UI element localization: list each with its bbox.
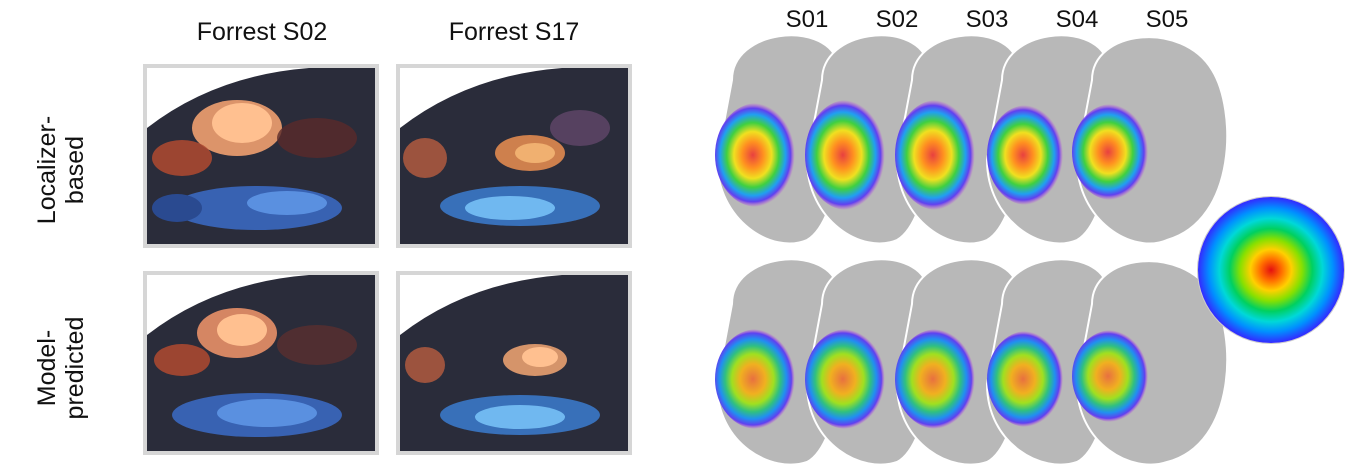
surface-panel-s17-model <box>396 271 632 455</box>
brain-s05-bottom <box>1072 260 1229 466</box>
subject-label-s04: S04 <box>1055 6 1099 33</box>
brain-s02-top <box>805 34 935 245</box>
column-label-forrest-s02: Forrest S02 <box>196 18 328 46</box>
row-label-line: Localizer- <box>33 115 61 225</box>
surface-panel-s02-model <box>143 271 379 455</box>
brain-s05-top <box>1072 36 1229 245</box>
row-label-localizer-based: Localizer- based <box>33 95 93 245</box>
row-label-line: Model- <box>33 329 61 407</box>
column-label-forrest-s17: Forrest S17 <box>448 18 580 46</box>
subject-label-s05: S05 <box>1145 6 1189 33</box>
row-label-model-predicted: Model- predicted <box>33 293 93 443</box>
subject-label-s02: S02 <box>875 6 919 33</box>
surface-panel-s17-localizer <box>396 64 632 248</box>
color-wheel-legend <box>1198 197 1344 343</box>
row-label-line: predicted <box>61 316 89 420</box>
brain-surfaces-localizer-row <box>715 34 1229 245</box>
subject-label-s01: S01 <box>785 6 829 33</box>
brain-surfaces-model-row <box>715 258 1229 466</box>
row-label-line: based <box>61 135 89 205</box>
subject-label-s03: S03 <box>965 6 1009 33</box>
surface-panel-s02-localizer <box>143 64 379 248</box>
